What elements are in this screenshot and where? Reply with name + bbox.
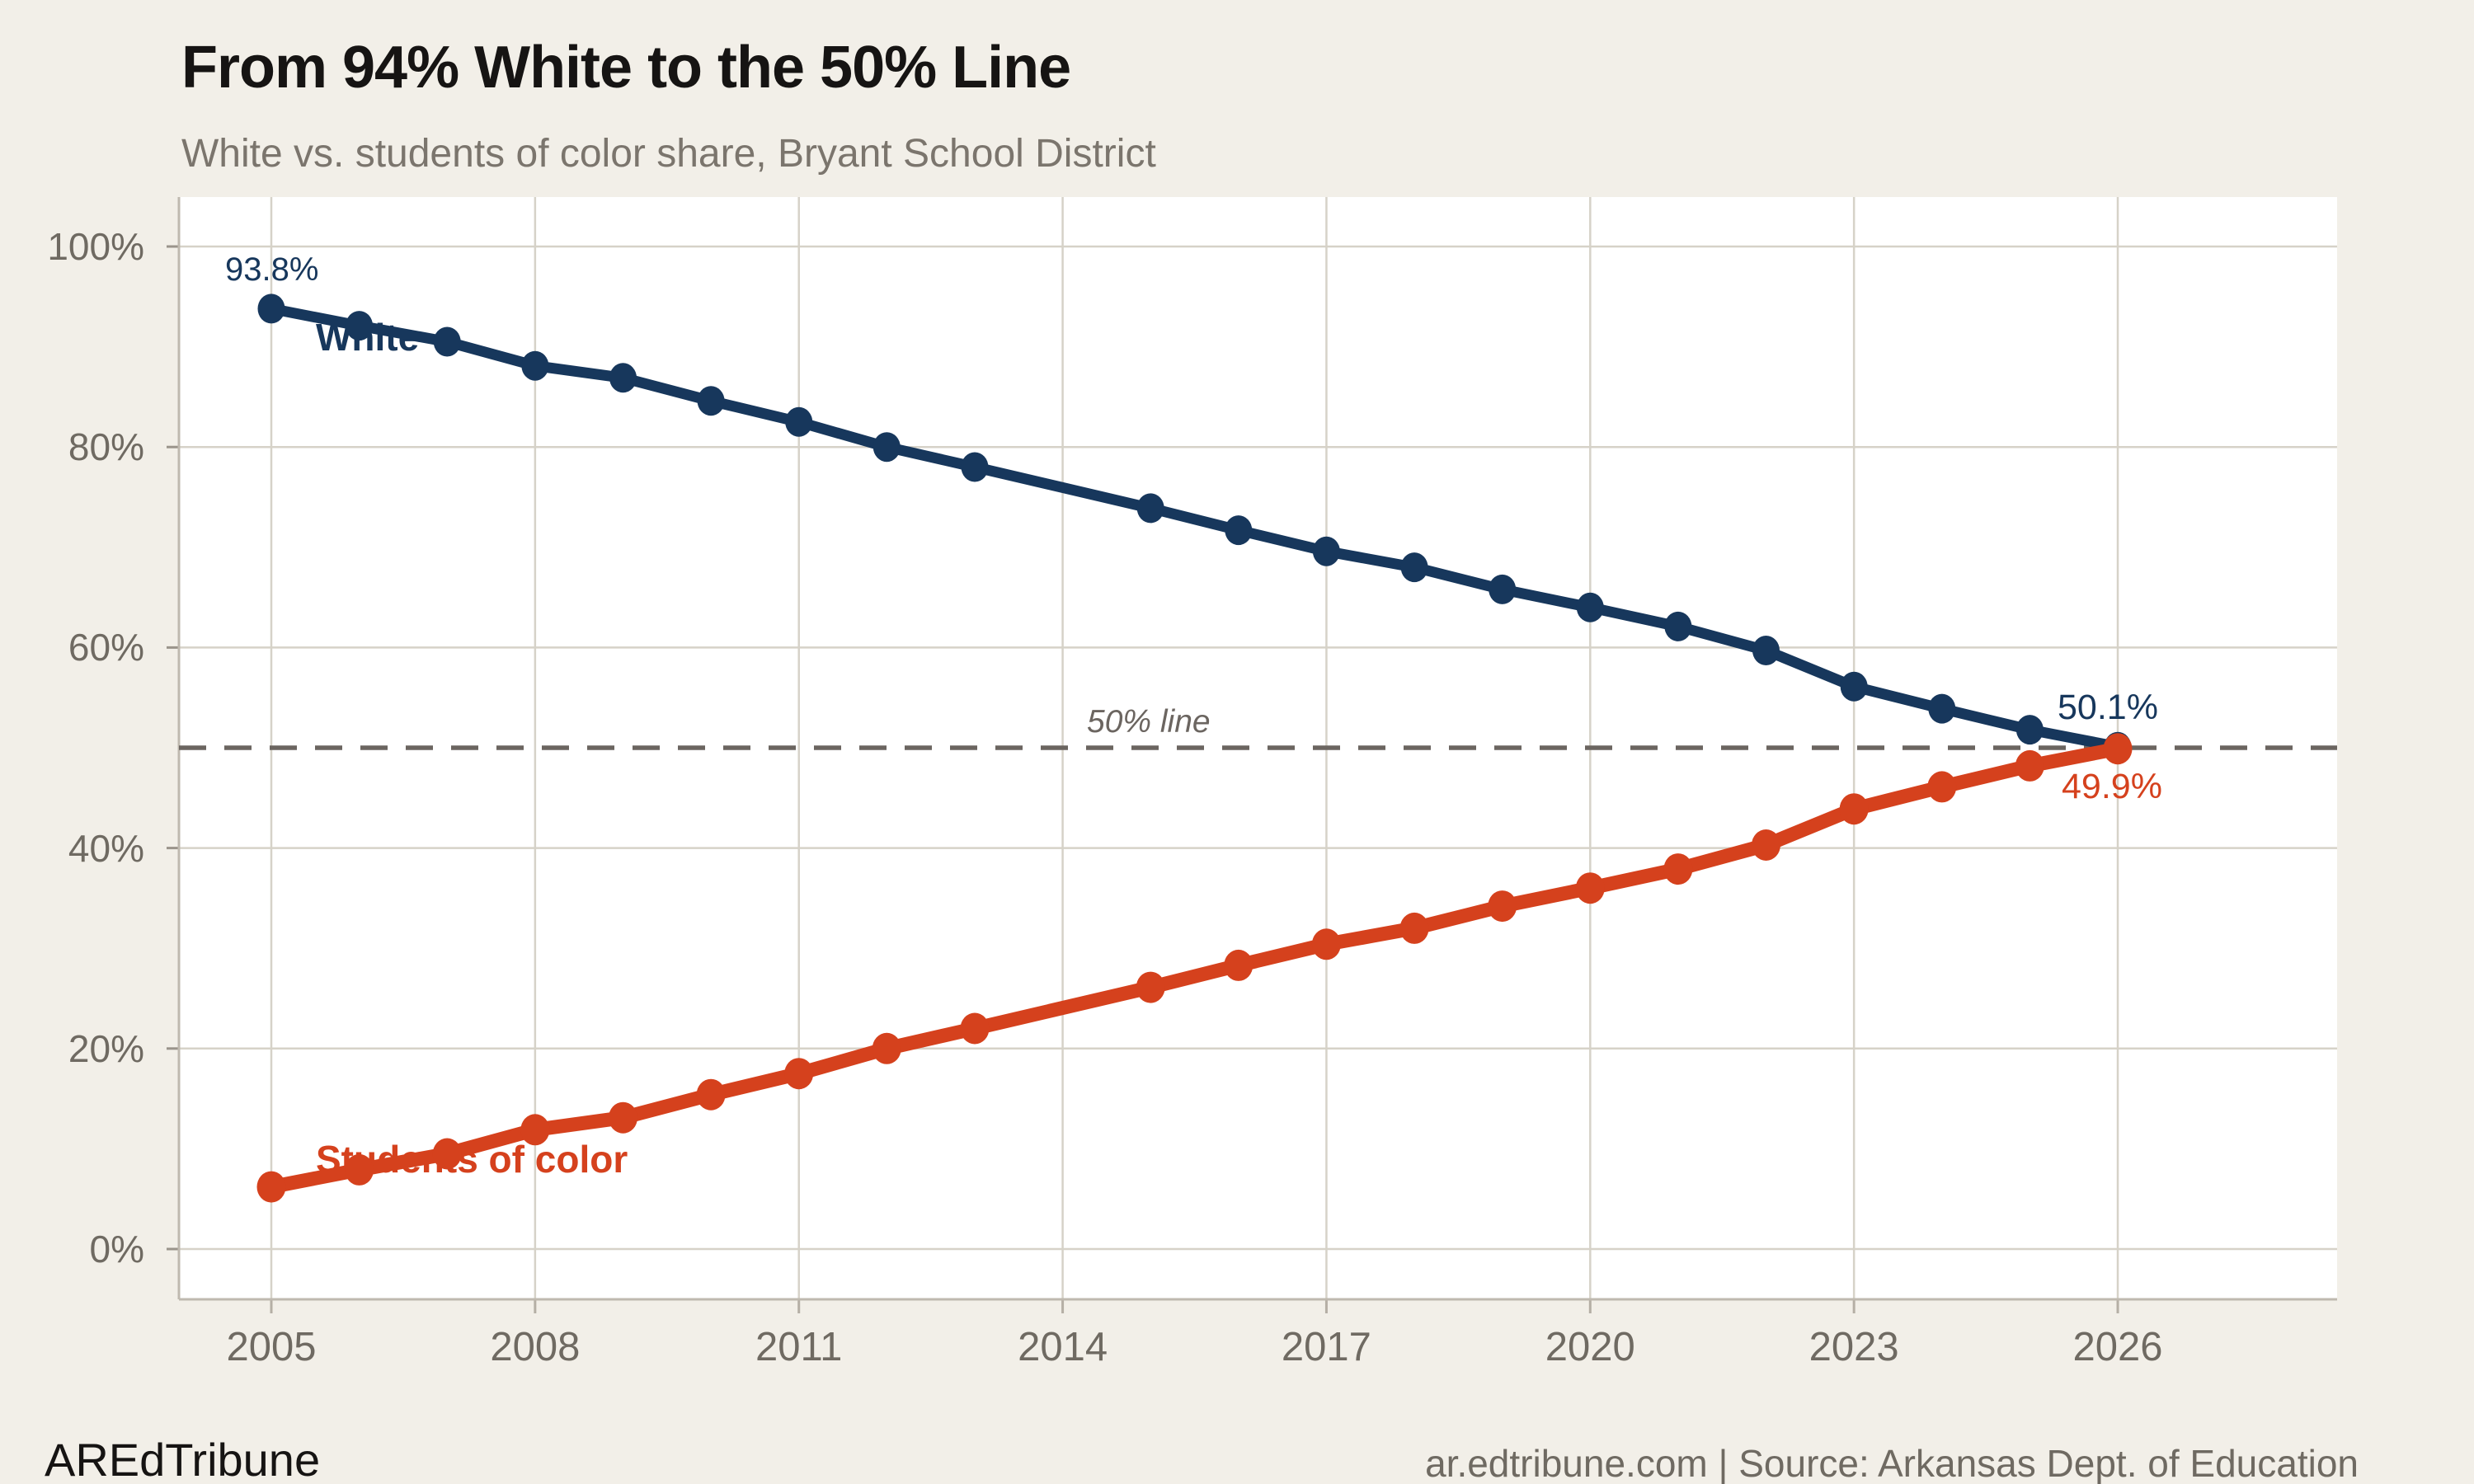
data-point <box>1399 912 1429 944</box>
data-point <box>1488 890 1517 923</box>
data-point <box>609 363 637 393</box>
brand-logo: AREdTribune <box>45 1434 321 1484</box>
annotation-end-white: 50.1% <box>2058 688 2158 727</box>
data-point <box>1400 552 1428 583</box>
data-point <box>1136 971 1165 1003</box>
data-point <box>520 1114 550 1146</box>
data-point <box>432 1138 462 1170</box>
x-axis-tick-label: 2023 <box>1808 1325 1899 1369</box>
data-point <box>346 311 374 341</box>
annotation-start-white: 93.8% <box>225 251 318 288</box>
y-axis-tick-label: 100% <box>47 225 144 268</box>
data-point <box>1928 693 1956 724</box>
data-point <box>1752 829 1780 861</box>
annotation-end-soc: 49.9% <box>2062 767 2162 806</box>
chart-title: From 94% White to the 50% Line <box>181 35 1071 101</box>
data-point <box>1224 949 1253 981</box>
x-axis-tick-label: 2017 <box>1281 1325 1371 1369</box>
data-point <box>433 326 461 357</box>
data-point <box>872 432 901 463</box>
y-axis-labels: 0% 20% 40% 60% 80% 100% <box>0 0 144 1484</box>
chart-subtitle: White vs. students of color share, Bryan… <box>181 132 1156 176</box>
data-point <box>521 350 549 381</box>
data-point <box>1136 493 1164 524</box>
data-point <box>1840 671 1868 702</box>
x-axis-tick-label: 2026 <box>2072 1325 2163 1369</box>
data-point <box>2015 715 2044 745</box>
data-point <box>1312 536 1340 566</box>
y-axis-tick-label: 80% <box>68 425 144 469</box>
x-axis-tick-label: 2008 <box>490 1325 581 1369</box>
y-axis-tick-label: 0% <box>89 1228 144 1270</box>
reference-line-label: 50% line <box>1087 704 1211 740</box>
x-axis-tick-label: 2014 <box>1018 1325 1108 1369</box>
data-point <box>960 1012 990 1045</box>
x-axis-tick-label: 2011 <box>755 1325 843 1369</box>
y-axis-tick-label: 60% <box>68 626 144 669</box>
data-point <box>1663 853 1693 885</box>
data-point <box>1576 592 1604 622</box>
chart-canvas: WhiteStudents of color93.8%50.1%49.9%50%… <box>167 197 2337 1313</box>
data-point <box>1225 515 1253 546</box>
data-point <box>256 1171 286 1203</box>
x-axis-tick-label: 2005 <box>226 1325 317 1369</box>
source-attribution: ar.edtribune.com | Source: Arkansas Dept… <box>1425 1442 2359 1484</box>
data-point <box>2015 749 2044 782</box>
data-point <box>609 1101 637 1134</box>
data-point <box>1752 636 1780 665</box>
data-point <box>1927 771 1957 803</box>
data-point <box>784 1058 814 1090</box>
data-point <box>696 1078 726 1111</box>
x-axis-tick-label: 2020 <box>1545 1325 1635 1369</box>
data-point <box>1839 793 1869 825</box>
y-axis-tick-label: 40% <box>68 826 144 870</box>
data-point <box>872 1032 901 1064</box>
y-axis-tick-label: 20% <box>68 1026 144 1070</box>
data-point <box>697 386 725 416</box>
data-point <box>785 406 813 437</box>
data-point <box>961 452 989 482</box>
data-point <box>257 294 285 324</box>
data-point <box>1311 928 1341 960</box>
data-point <box>1575 872 1605 904</box>
data-point <box>345 1153 374 1186</box>
data-point <box>2103 733 2133 765</box>
data-point <box>1489 574 1517 604</box>
data-point <box>1664 611 1692 641</box>
